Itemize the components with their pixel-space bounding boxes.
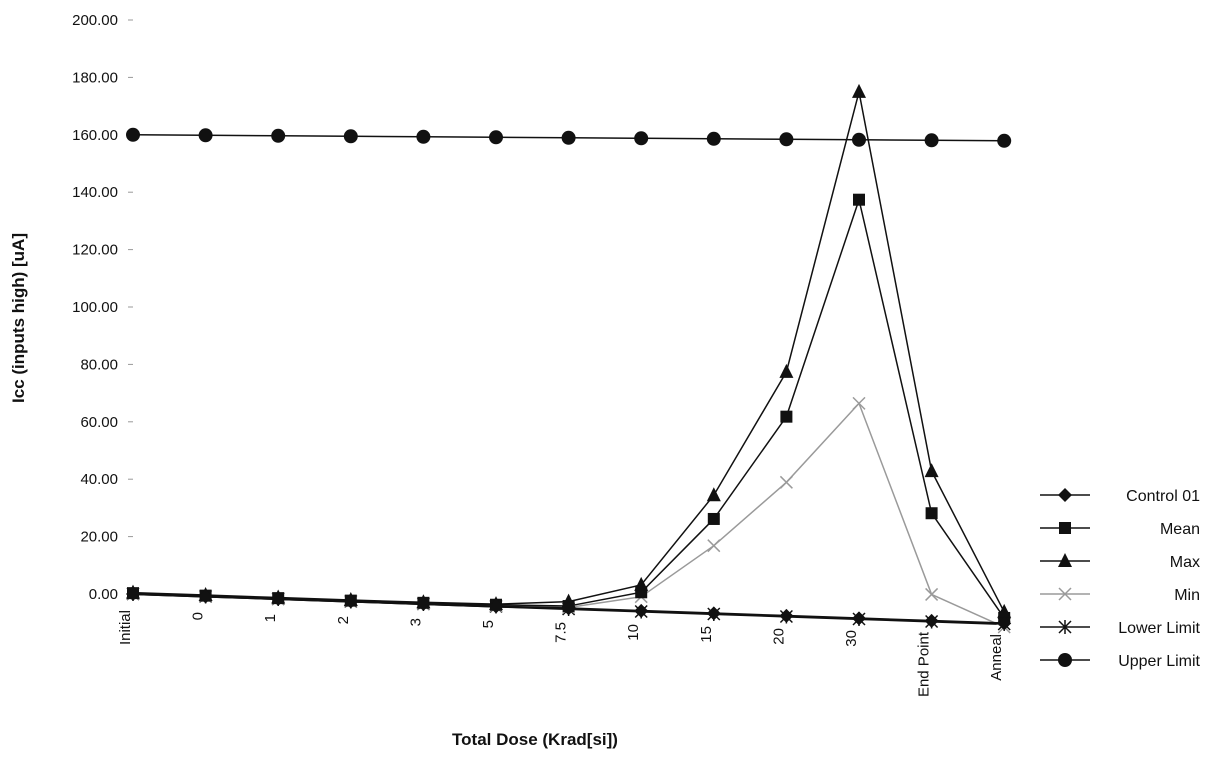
- x-tick-label: 0: [190, 612, 207, 620]
- legend-label: Mean: [1160, 521, 1200, 538]
- series-upper-limit: [126, 127, 1012, 148]
- data-point: [852, 611, 866, 626]
- data-point: [924, 463, 939, 478]
- x-tick-label: Anneal: [988, 634, 1005, 681]
- series-mean: [127, 193, 1011, 624]
- x-tick-label: 3: [407, 618, 424, 626]
- series-line: [132, 401, 1005, 628]
- data-point: [707, 539, 721, 553]
- data-point: [924, 133, 939, 148]
- data-point: [997, 133, 1012, 148]
- legend-marker: [1058, 620, 1072, 634]
- legend-label: Max: [1170, 554, 1200, 571]
- y-tick-label: 120.00: [72, 242, 118, 259]
- x-tick-label: 2: [335, 616, 352, 624]
- data-point: [706, 487, 721, 502]
- y-tick-label: 160.00: [72, 127, 118, 144]
- series-max: [126, 83, 1012, 618]
- x-tick-label: 15: [698, 626, 715, 643]
- data-point: [561, 593, 576, 608]
- legend-marker: [1058, 653, 1072, 667]
- legend-label: Min: [1174, 587, 1200, 604]
- y-tick-label: 200.00: [72, 12, 118, 29]
- x-tick-label: 1: [262, 614, 279, 622]
- x-tick-label: 30: [843, 630, 860, 647]
- data-point: [852, 132, 866, 147]
- legend-marker: [1058, 488, 1072, 502]
- legend-entry: Mean: [1040, 521, 1200, 538]
- y-axis-title: Icc (inputs high) [uA]: [9, 233, 28, 403]
- data-point: [779, 132, 794, 147]
- data-point: [706, 606, 721, 621]
- legend-entry: Control 01: [1040, 488, 1200, 505]
- x-axis-title: Total Dose (Krad[si]): [452, 730, 618, 749]
- series-layer: [126, 83, 1012, 634]
- data-point: [561, 601, 576, 616]
- y-tick-label: 80.00: [80, 356, 118, 373]
- x-axis-ticks: Initial 0 1 2 3 5 7.5 10 15 20 30 End Point Anneal: [117, 610, 1005, 697]
- y-axis-ticks: 200.00 180.00 160.00 140.00 120.00 100.00 80.0…: [72, 12, 133, 603]
- y-tick-label: 60.00: [80, 414, 118, 431]
- data-point: [706, 131, 721, 146]
- data-point: [198, 128, 213, 143]
- data-point: [416, 597, 431, 611]
- data-point: [925, 587, 939, 601]
- data-point: [853, 193, 865, 206]
- y-tick-label: 180.00: [72, 69, 118, 86]
- data-point: [489, 599, 503, 614]
- data-point: [343, 594, 358, 609]
- data-point: [707, 512, 720, 525]
- data-point: [924, 613, 939, 628]
- x-tick-label: 5: [480, 620, 497, 628]
- data-point: [271, 592, 286, 606]
- data-point: [852, 396, 866, 410]
- legend-label: Control 01: [1126, 488, 1200, 505]
- data-point: [779, 363, 794, 378]
- legend-label: Upper Limit: [1118, 653, 1200, 670]
- data-point: [489, 130, 503, 145]
- legend-marker: [1058, 587, 1072, 601]
- data-point: [126, 587, 140, 601]
- data-point: [634, 576, 649, 591]
- legend-marker: [1059, 522, 1071, 534]
- legend-label: Lower Limit: [1118, 620, 1200, 637]
- data-point: [779, 475, 793, 489]
- series-line: [132, 91, 1005, 613]
- y-tick-label: 140.00: [72, 184, 118, 201]
- x-tick-label: 10: [625, 624, 642, 641]
- y-tick-label: 0.00: [89, 586, 118, 603]
- x-tick-label: 7.5: [553, 622, 570, 643]
- data-point: [343, 129, 358, 144]
- y-tick-label: 20.00: [80, 529, 118, 546]
- x-tick-label: Initial: [117, 610, 134, 645]
- x-tick-label: 20: [770, 628, 787, 645]
- data-point: [634, 131, 649, 146]
- series-control-01: [126, 587, 1012, 631]
- x-tick-label: End Point: [916, 631, 933, 697]
- legend-entry: Upper Limit: [1040, 653, 1201, 670]
- data-point: [416, 129, 431, 144]
- data-point: [561, 130, 576, 145]
- data-point: [126, 127, 140, 142]
- data-point: [779, 608, 794, 623]
- data-point: [198, 589, 213, 604]
- legend-entry: Min: [1040, 587, 1200, 604]
- data-point: [634, 603, 649, 618]
- legend-entry: Lower Limit: [1040, 620, 1201, 637]
- legend-marker: [1058, 553, 1072, 567]
- legend-entry: Max: [1040, 553, 1200, 571]
- legend: Control 01 Mean Max Min Lower Limit Upper Lim…: [1040, 488, 1201, 670]
- series-line: [132, 196, 1005, 619]
- data-point: [925, 507, 938, 520]
- data-point: [997, 603, 1012, 618]
- data-point: [780, 410, 793, 423]
- y-tick-label: 100.00: [72, 299, 118, 316]
- data-point: [271, 128, 286, 143]
- data-point: [997, 616, 1012, 631]
- y-tick-label: 40.00: [80, 471, 118, 488]
- data-point: [852, 83, 866, 98]
